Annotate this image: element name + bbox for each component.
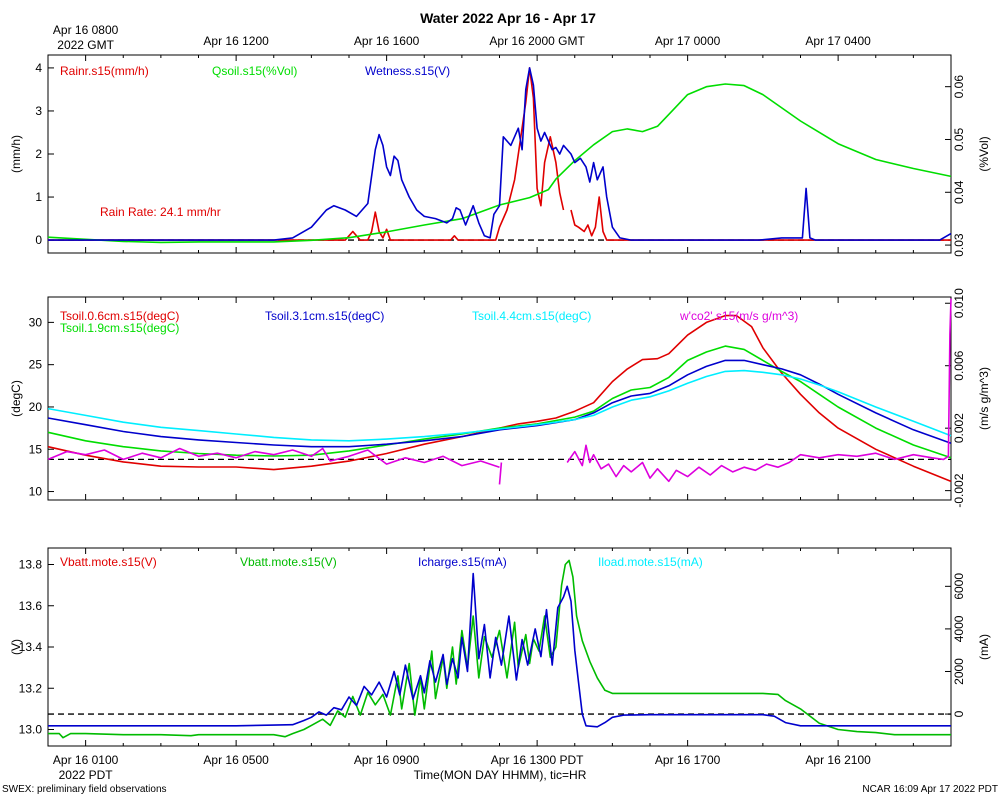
left-tick-label: 10 xyxy=(29,485,43,499)
left-tick-label: 1 xyxy=(35,190,42,204)
left-tick-label: 13.8 xyxy=(19,558,43,572)
top-axis-label: Apr 16 1600 xyxy=(354,34,420,48)
series-label: Vbatt.mote.s15(V) xyxy=(240,555,337,569)
series-label: Icharge.s15(mA) xyxy=(418,555,507,569)
right-axis-title: (m/s g/m^3) xyxy=(977,367,991,430)
series-label: Rainr.s15(mm/h) xyxy=(60,64,149,78)
bottom-axis-label: Apr 16 2100 xyxy=(805,753,871,767)
series-line-water-2 xyxy=(48,67,952,241)
series-label: Tsoil.0.6cm.s15(degC) xyxy=(60,309,179,323)
panel-frame-soil xyxy=(47,296,952,501)
left-tick-label: 0 xyxy=(35,233,42,247)
footer-right: NCAR 16:09 Apr 17 2022 PDT xyxy=(862,784,998,795)
left-tick-label: 2 xyxy=(35,147,42,161)
left-axis-title: (degC) xyxy=(9,380,23,417)
bottom-axis-label: Apr 16 0500 xyxy=(203,753,269,767)
right-tick-label: 0.04 xyxy=(952,180,966,204)
series-label: Tsoil.3.1cm.s15(degC) xyxy=(265,309,384,323)
right-tick-label: 0.05 xyxy=(952,127,966,151)
series-label: Iload.mote.s15(mA) xyxy=(598,555,703,569)
chart-title: Water 2022 Apr 16 - Apr 17 xyxy=(420,10,596,26)
left-tick-label: 3 xyxy=(35,104,42,118)
left-tick-label: 15 xyxy=(29,442,43,456)
series-label: w'co2'.s15(m/s g/m^3) xyxy=(679,309,798,323)
series-line-power-2 xyxy=(48,572,951,728)
series-label: Qsoil.s15(%Vol) xyxy=(212,64,297,78)
right-tick-label: 4000 xyxy=(952,615,966,642)
right-tick-label: 0 xyxy=(952,710,966,717)
top-axis-sublabel: 2022 GMT xyxy=(57,38,114,52)
right-tick-label: 0.006 xyxy=(952,350,966,380)
top-axis-label: Apr 17 0000 xyxy=(655,34,721,48)
bottom-axis-label: Apr 16 1300 PDT xyxy=(491,753,584,767)
series-label: Tsoil.1.9cm.s15(degC) xyxy=(60,321,179,335)
right-tick-label: 2000 xyxy=(952,658,966,685)
bottom-axis-label: Apr 16 0100 xyxy=(53,753,119,767)
bottom-axis-sublabel: 2022 PDT xyxy=(59,768,114,782)
series-line-water-1 xyxy=(47,83,952,244)
panel-frame-power xyxy=(47,547,952,747)
right-axis-title: (%Vol) xyxy=(977,136,991,171)
left-axis-title: (V) xyxy=(9,639,23,655)
x-axis-title: Time(MON DAY HHMM), tic=HR xyxy=(414,768,587,782)
right-tick-label: -0.002 xyxy=(952,473,966,507)
bottom-axis-label: Apr 16 0900 xyxy=(354,753,420,767)
right-tick-label: 0.010 xyxy=(952,288,966,318)
left-tick-label: 13.0 xyxy=(19,723,43,737)
left-tick-label: 13.2 xyxy=(19,681,43,695)
left-axis-title: (mm/h) xyxy=(9,135,23,173)
top-axis-label: Apr 16 0800 xyxy=(53,23,119,37)
series-line-soil-3 xyxy=(47,369,952,442)
left-tick-label: 4 xyxy=(35,61,42,75)
right-tick-label: 0.03 xyxy=(952,233,966,257)
right-tick-label: 0.002 xyxy=(952,413,966,443)
left-tick-label: 30 xyxy=(29,315,43,329)
rain-rate-annotation: Rain Rate: 24.1 mm/hr xyxy=(100,205,221,219)
top-axis-label: Apr 17 0400 xyxy=(805,34,871,48)
top-axis-label: Apr 16 2000 GMT xyxy=(489,34,585,48)
panel-frame-water xyxy=(47,54,952,254)
series-line-water-0 xyxy=(48,67,951,241)
series-line-soil-0 xyxy=(47,314,952,483)
right-tick-label: 6000 xyxy=(952,573,966,600)
left-tick-label: 13.6 xyxy=(19,599,43,613)
series-line-soil-1 xyxy=(47,345,952,459)
top-axis-label: Apr 16 1200 xyxy=(203,34,269,48)
series-label: Wetness.s15(V) xyxy=(365,64,450,78)
series-line-soil-4 xyxy=(47,298,952,485)
left-tick-label: 20 xyxy=(29,400,43,414)
footer-left: SWEX: preliminary field observations xyxy=(2,784,167,795)
left-tick-label: 25 xyxy=(29,358,43,372)
right-tick-label: 0.06 xyxy=(952,75,966,99)
series-line-soil-2 xyxy=(47,359,952,448)
series-line-power-1 xyxy=(48,559,951,739)
right-axis-title: (mA) xyxy=(977,634,991,660)
series-label: Tsoil.4.4cm.s15(degC) xyxy=(472,309,591,323)
bottom-axis-label: Apr 16 1700 xyxy=(655,753,721,767)
series-label: Vbatt.mote.s15(V) xyxy=(60,555,157,569)
left-tick-label: 13.4 xyxy=(19,640,43,654)
